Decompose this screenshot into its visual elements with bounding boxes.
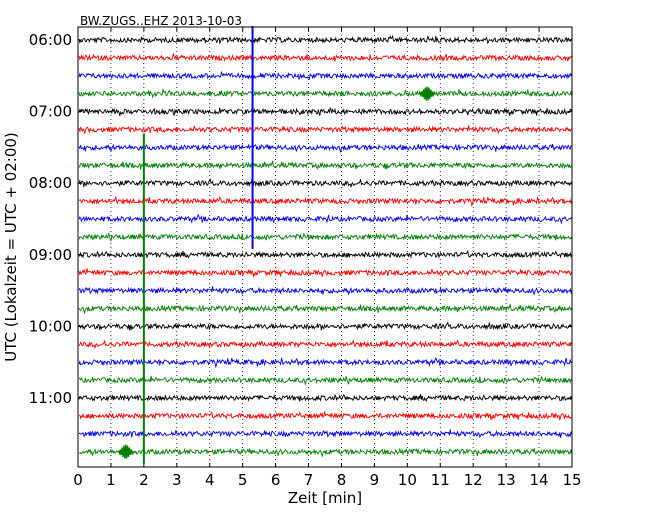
- x-tick-label: 7: [304, 471, 314, 489]
- x-tick-label: 11: [431, 471, 450, 489]
- trace-line: [78, 429, 573, 439]
- x-tick-label: 9: [370, 471, 380, 489]
- trace-line: [78, 53, 573, 63]
- event-burst: [117, 444, 134, 459]
- y-tick-label: 07:00: [29, 103, 72, 121]
- x-tick-label: 1: [106, 471, 116, 489]
- trace-line: [78, 160, 573, 170]
- trace-line: [78, 338, 573, 349]
- y-tick-label: 06:00: [29, 31, 72, 49]
- y-axis-label: UTC (Lokalzeit = UTC + 02:00): [2, 132, 20, 362]
- x-tick-label: 8: [337, 471, 347, 489]
- trace-line: [78, 286, 573, 296]
- trace-line: [78, 178, 573, 188]
- trace-line: [78, 70, 573, 81]
- trace-line: [78, 143, 573, 154]
- traces: [78, 34, 573, 458]
- x-tick-label: 5: [238, 471, 248, 489]
- event-burst: [419, 86, 435, 101]
- trace-line: [78, 393, 573, 402]
- x-tick-label: 10: [398, 471, 417, 489]
- ticks: 0 1 2 3 4 5 6 7 8 9 10 11 12 13 14 1506:0007:0008:0009:…: [29, 27, 582, 489]
- x-tick-label: 14: [530, 471, 549, 489]
- trace-line: [78, 304, 573, 315]
- y-tick-label: 11:00: [29, 389, 72, 407]
- trace-line: [78, 356, 572, 369]
- trace-line: [78, 34, 573, 45]
- trace-line: [78, 375, 572, 386]
- trace-line: [78, 232, 573, 242]
- trace-line: [78, 321, 573, 331]
- y-tick-label: 08:00: [29, 174, 72, 192]
- x-tick-label: 13: [497, 471, 516, 489]
- x-tick-label: 6: [271, 471, 281, 489]
- trace-line: [78, 410, 572, 421]
- x-tick-label: 4: [205, 471, 215, 489]
- y-tick-label: 10:00: [29, 317, 72, 335]
- trace-line: [78, 125, 573, 134]
- trace-line: [78, 106, 573, 117]
- x-tick-label: 2: [139, 471, 149, 489]
- trace-line: [78, 213, 573, 225]
- x-tick-label: 0: [73, 471, 83, 489]
- grid: [110, 27, 540, 467]
- trace-line: [78, 195, 573, 208]
- trace-line: [78, 268, 573, 278]
- plot-frame: [77, 26, 573, 468]
- chart-title: BW.ZUGS..EHZ 2013-10-03: [80, 14, 242, 28]
- trace-line: [78, 447, 573, 458]
- events: [117, 26, 435, 464]
- trace-line: [78, 249, 573, 259]
- x-tick-label: 15: [562, 471, 581, 489]
- x-axis-label: Zeit [min]: [288, 489, 362, 507]
- x-tick-label: 12: [464, 471, 483, 489]
- x-tick-label: 3: [172, 471, 182, 489]
- y-tick-label: 09:00: [29, 246, 72, 264]
- trace-line: [78, 87, 573, 99]
